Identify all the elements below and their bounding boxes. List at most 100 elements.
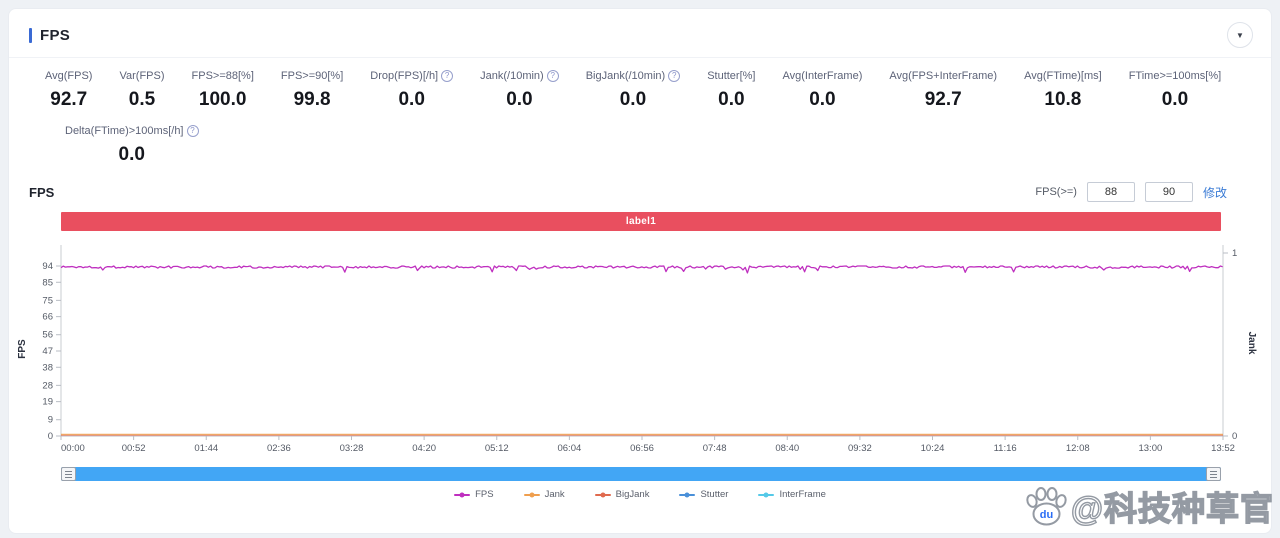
legend-label: FPS: [475, 489, 494, 500]
chevron-down-icon: ▼: [1236, 30, 1244, 40]
y-axis-tick-label: 28: [42, 380, 53, 391]
x-axis-tick-label: 00:00: [61, 443, 85, 454]
grip-icon: [1210, 470, 1217, 478]
metric: Var(FPS) 0.5: [119, 70, 164, 111]
apply-threshold-link[interactable]: 修改: [1202, 185, 1227, 200]
metric: Avg(FTime)[ms] 10.8: [1024, 70, 1102, 111]
y-axis-title-left: FPS: [17, 339, 28, 359]
metric: FPS>=90[%] 99.8: [281, 70, 343, 111]
y-axis-tick-label: 9: [48, 415, 53, 426]
metric: Drop(FPS)[/h]? 0.0: [370, 70, 454, 111]
grip-icon: [65, 470, 72, 478]
y-axis-tick-label: 19: [42, 397, 53, 408]
y-axis-tick-label: 47: [42, 346, 53, 357]
metric-label: Avg(FTime)[ms]: [1024, 70, 1102, 82]
info-icon[interactable]: ?: [668, 70, 681, 82]
legend-item-jank[interactable]: Jank: [523, 489, 565, 500]
y-axis-tick-label: 85: [42, 277, 53, 288]
legend-item-bigjank[interactable]: BigJank: [594, 489, 650, 500]
header-divider: [9, 57, 1271, 58]
metric-value: 0.0: [1161, 89, 1189, 110]
x-axis-tick-label: 02:36: [267, 443, 291, 454]
y-axis-right-tick-label: 1: [1232, 248, 1237, 259]
metric-value: 10.8: [1044, 89, 1082, 110]
title-accent-bar: [29, 27, 32, 43]
y-axis-tick-label: 66: [42, 312, 53, 323]
legend-item-fps[interactable]: FPS: [454, 489, 494, 500]
legend-label: InterFrame: [779, 489, 826, 500]
metric-label: Delta(FTime)>100ms[/h]?: [65, 125, 199, 137]
x-axis-tick-label: 06:04: [557, 443, 581, 454]
metric-label: BigJank(/10min)?: [586, 70, 681, 82]
legend-item-interframe[interactable]: InterFrame: [758, 489, 826, 500]
chart-range-scrollbar[interactable]: [61, 467, 1221, 481]
x-axis-tick-label: 12:08: [1066, 443, 1090, 454]
x-axis-tick-label: 06:56: [630, 443, 654, 454]
metric-label: FPS>=90[%]: [280, 70, 344, 82]
legend-marker-icon: [679, 492, 696, 497]
chart-legend: FPS Jank BigJank Stutter InterFrame: [9, 489, 1271, 500]
fps-threshold-controls: FPS(>=) 修改: [1035, 182, 1227, 202]
metric: Stutter[%] 0.0: [707, 70, 755, 111]
collapse-button[interactable]: ▼: [1227, 22, 1253, 48]
metric-value: 100.0: [198, 89, 247, 110]
legend-label: Stutter: [700, 489, 729, 500]
metric-value: 0.0: [398, 89, 425, 110]
metric-value: 99.8: [293, 89, 331, 110]
metric: Jank(/10min)? 0.0: [480, 70, 559, 111]
metric: Avg(InterFrame) 0.0: [782, 70, 862, 111]
y-axis-right-tick-label: 0: [1232, 431, 1237, 442]
info-icon[interactable]: ?: [441, 70, 454, 82]
panel-title: FPS: [40, 26, 71, 44]
metric-value: 0.0: [718, 89, 745, 110]
metric-label: Stutter[%]: [707, 70, 756, 82]
metric: Avg(FPS) 92.7: [45, 70, 92, 111]
legend-label: BigJank: [615, 489, 650, 500]
y-axis-tick-label: 75: [42, 295, 53, 306]
fps-series-line: [60, 265, 1223, 274]
y-axis-tick-label: 56: [42, 330, 53, 341]
metric-label: FPS>=88[%]: [191, 70, 254, 82]
metric: Avg(FPS+InterFrame) 92.7: [889, 70, 997, 111]
legend-marker-icon: [758, 492, 775, 497]
x-axis-tick-label: 01:44: [194, 443, 218, 454]
range-handle-right[interactable]: [1206, 467, 1221, 481]
x-axis-tick-label: 09:32: [848, 443, 872, 454]
x-axis-tick-label: 08:40: [775, 443, 799, 454]
metric-label: Avg(FPS+InterFrame): [889, 70, 998, 82]
info-icon[interactable]: ?: [546, 70, 559, 82]
x-axis-tick-label: 03:28: [340, 443, 364, 454]
x-axis-tick-label: 11:16: [994, 443, 1017, 454]
metric-value: 0.0: [619, 89, 647, 110]
metric-label: Avg(FPS): [45, 70, 93, 82]
panel-title-wrap: FPS: [29, 27, 70, 44]
range-handle-left[interactable]: [61, 467, 76, 481]
fps-line-chart: 94 85 75 66 56 47 38 28 19 9 0 1 0 FPS Jank 00:00 00:52 0…: [17, 245, 1257, 454]
legend-marker-icon: [594, 492, 611, 497]
y-axis-title-right: Jank: [1246, 332, 1257, 355]
metrics-row-2: Delta(FTime)>100ms[/h]? 0.0: [9, 111, 1271, 166]
x-axis-tick-label: 10:24: [921, 443, 945, 454]
metric-label: Var(FPS): [119, 70, 165, 82]
x-axis-tick-label: 07:48: [703, 443, 727, 454]
legend-marker-icon: [523, 492, 540, 497]
legend-item-stutter[interactable]: Stutter: [679, 489, 728, 500]
metrics-row: Avg(FPS) 92.7 Var(FPS) 0.5 FPS>=88[%] 100.0 FP…: [9, 58, 1271, 111]
chart-section-title: FPS: [29, 184, 55, 200]
x-axis-tick-label: 05:12: [485, 443, 509, 454]
threshold-input-2[interactable]: [1144, 182, 1193, 202]
metric: FTime>=100ms[%] 0.0: [1129, 70, 1222, 111]
metric-value: 0.0: [809, 89, 836, 110]
x-axis-tick-label: 00:52: [122, 443, 146, 454]
threshold-input-1[interactable]: [1086, 182, 1135, 202]
metric: FPS>=88[%] 100.0: [192, 70, 254, 111]
metric-label: FTime>=100ms[%]: [1128, 70, 1222, 82]
metric-label: Drop(FPS)[/h]?: [370, 70, 454, 82]
x-axis-tick-label: 13:52: [1211, 443, 1235, 454]
metric-label: Avg(InterFrame): [782, 70, 863, 82]
metric-label: Jank(/10min)?: [480, 70, 559, 82]
chart-banner: label1: [61, 212, 1221, 231]
info-icon[interactable]: ?: [186, 125, 199, 137]
metric: Delta(FTime)>100ms[/h]? 0.0: [65, 125, 199, 166]
y-axis-tick-label: 38: [42, 362, 53, 373]
